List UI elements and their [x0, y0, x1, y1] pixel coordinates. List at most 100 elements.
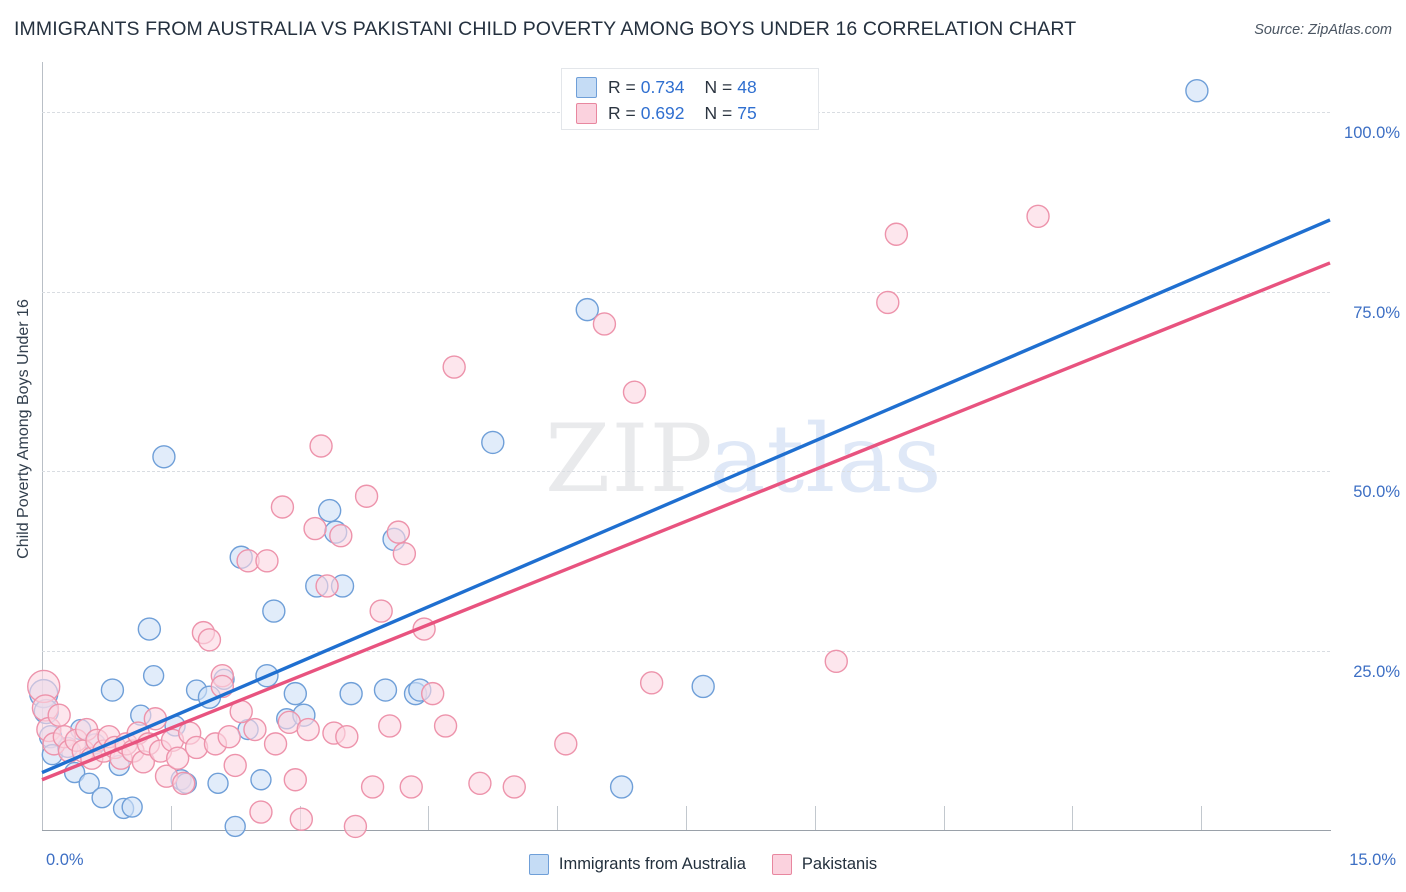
data-point[interactable]: [639, 671, 664, 695]
legend-r-value-blue: 0.734: [640, 76, 685, 97]
correlation-legend: R = 0.734 N = 48 R = 0.692 N = 75: [561, 68, 819, 130]
gridline-25: [42, 650, 1330, 652]
data-point[interactable]: [360, 775, 385, 799]
data-point[interactable]: [884, 222, 909, 246]
data-point[interactable]: [369, 599, 393, 623]
data-point[interactable]: [262, 599, 286, 623]
x-tick-7: [943, 806, 945, 830]
source-attribution: Source: ZipAtlas.com: [1254, 22, 1392, 38]
data-point[interactable]: [392, 541, 417, 566]
data-point[interactable]: [249, 800, 273, 824]
data-point[interactable]: [184, 735, 209, 760]
data-point[interactable]: [481, 430, 505, 455]
data-point[interactable]: [100, 678, 125, 702]
gridline-75: [42, 291, 1330, 293]
legend-r-key-pink: R =: [608, 102, 636, 123]
data-point[interactable]: [329, 524, 353, 548]
data-point[interactable]: [223, 753, 247, 778]
legend-n-key-pink: N =: [704, 102, 733, 123]
data-point[interactable]: [378, 714, 402, 738]
data-point[interactable]: [171, 771, 196, 796]
data-point[interactable]: [283, 681, 308, 706]
data-point[interactable]: [592, 312, 617, 336]
x-tick-8: [1072, 806, 1074, 830]
trendline-immigrants-from-australia: [41, 218, 1331, 775]
data-point[interactable]: [433, 714, 458, 738]
page-title: IMMIGRANTS FROM AUSTRALIA VS PAKISTANI C…: [14, 18, 1077, 40]
data-point[interactable]: [91, 787, 113, 809]
x-axis-line: [42, 830, 1331, 831]
data-point[interactable]: [165, 746, 190, 770]
series-legend-label-australia: Immigrants from Australia: [558, 854, 746, 873]
legend-n-value-pink: 75: [737, 102, 757, 123]
legend-r-value-pink: 0.692: [640, 102, 685, 123]
data-point[interactable]: [224, 815, 246, 838]
data-point[interactable]: [373, 678, 398, 702]
legend-n-value-blue: 48: [737, 76, 757, 97]
data-point[interactable]: [575, 297, 599, 322]
data-point[interactable]: [1026, 204, 1050, 229]
legend-swatch-pink: [576, 102, 597, 124]
x-tick-4: [557, 806, 559, 830]
y-axis-line: [42, 62, 43, 830]
data-point[interactable]: [197, 628, 222, 652]
data-point[interactable]: [691, 674, 715, 699]
data-point[interactable]: [303, 516, 327, 541]
x-axis-min-label: 0.0%: [46, 851, 84, 869]
legend-r-key-blue: R =: [608, 76, 636, 97]
data-point[interactable]: [317, 498, 342, 523]
data-point[interactable]: [502, 775, 526, 799]
data-point[interactable]: [622, 380, 647, 404]
data-point[interactable]: [207, 772, 229, 795]
series-legend-swatch-pakistanis: [771, 853, 792, 875]
data-point[interactable]: [609, 775, 634, 799]
data-point[interactable]: [263, 732, 288, 756]
legend-n-key-blue: N =: [704, 76, 733, 97]
data-point[interactable]: [296, 717, 320, 742]
gridline-50: [42, 471, 1330, 473]
series-legend-label-pakistanis: Pakistanis: [801, 854, 878, 873]
data-point[interactable]: [315, 574, 339, 598]
data-point[interactable]: [468, 771, 492, 796]
data-point[interactable]: [78, 772, 100, 795]
data-point[interactable]: [824, 649, 848, 674]
data-point[interactable]: [137, 617, 162, 641]
data-point[interactable]: [309, 434, 333, 458]
y-tick-label-100: 100.0%: [1344, 124, 1400, 143]
data-point[interactable]: [283, 768, 308, 792]
data-point[interactable]: [255, 549, 279, 573]
series-legend-item-australia[interactable]: Immigrants from Australia: [528, 853, 746, 875]
data-point[interactable]: [152, 445, 176, 469]
x-tick-5: [686, 806, 687, 830]
data-point[interactable]: [1185, 79, 1209, 103]
data-point[interactable]: [554, 732, 578, 756]
data-point[interactable]: [243, 717, 267, 742]
x-tick-6: [814, 806, 816, 830]
data-point[interactable]: [876, 290, 900, 315]
legend-swatch-blue: [576, 76, 597, 98]
series-legend-item-pakistanis[interactable]: Pakistanis: [771, 853, 878, 875]
series-immigrants-from-australia: [29, 79, 1209, 838]
data-point[interactable]: [250, 769, 272, 791]
data-point[interactable]: [399, 775, 423, 799]
data-point[interactable]: [335, 724, 359, 749]
data-point[interactable]: [121, 796, 143, 818]
data-point[interactable]: [354, 484, 379, 508]
data-point[interactable]: [343, 814, 368, 839]
series-pakistanis: [27, 204, 1050, 839]
data-point[interactable]: [47, 703, 71, 727]
data-point[interactable]: [442, 355, 466, 379]
y-tick-label-75: 75.0%: [1353, 303, 1400, 322]
data-point[interactable]: [217, 724, 241, 749]
data-point[interactable]: [386, 520, 411, 544]
data-point[interactable]: [289, 807, 314, 831]
data-point[interactable]: [270, 495, 295, 519]
data-point[interactable]: [142, 664, 165, 687]
x-axis-max-label: 15.0%: [1349, 851, 1396, 869]
trendline-pakistanis: [41, 261, 1331, 782]
data-point[interactable]: [420, 681, 445, 706]
chart-header: IMMIGRANTS FROM AUSTRALIA VS PAKISTANI C…: [0, 0, 1406, 50]
data-point[interactable]: [339, 681, 363, 706]
